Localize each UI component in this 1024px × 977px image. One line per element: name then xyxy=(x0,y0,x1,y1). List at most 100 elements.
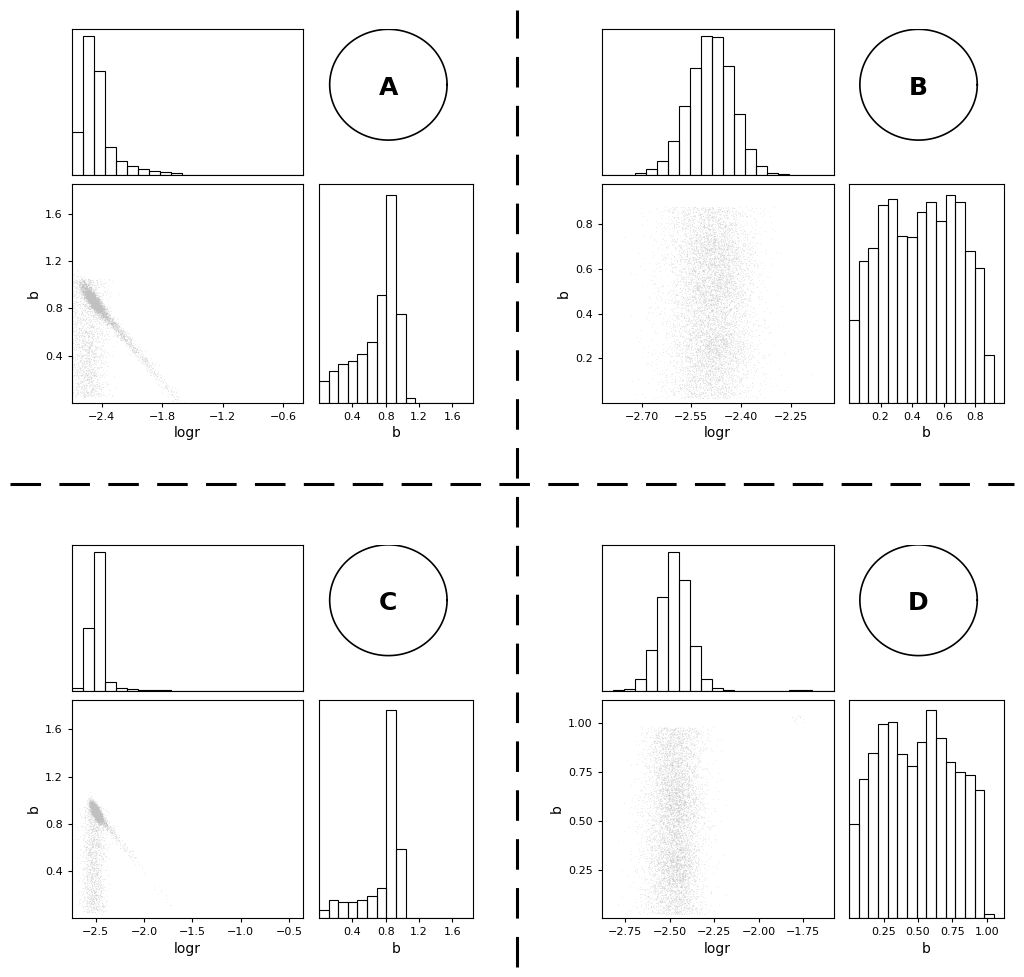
Point xyxy=(689,319,706,334)
Point xyxy=(712,265,728,280)
Point xyxy=(78,341,94,357)
Point xyxy=(74,281,90,297)
Point xyxy=(708,293,724,309)
Point xyxy=(668,810,684,826)
Point xyxy=(86,803,102,819)
Point xyxy=(662,748,678,764)
Point xyxy=(652,796,669,812)
Point xyxy=(692,794,709,810)
Point xyxy=(688,365,705,381)
Point xyxy=(85,298,101,314)
Point xyxy=(686,226,702,241)
Point xyxy=(659,238,676,254)
Point xyxy=(684,808,700,824)
Point xyxy=(91,303,108,319)
Point xyxy=(79,278,95,294)
Point xyxy=(90,805,106,821)
Point xyxy=(699,227,716,242)
Point xyxy=(76,279,92,295)
Point xyxy=(98,306,115,321)
Point xyxy=(109,320,125,336)
Point xyxy=(689,341,706,357)
Point xyxy=(720,274,736,289)
Point xyxy=(90,296,106,312)
Point xyxy=(722,325,738,341)
Point xyxy=(675,871,691,886)
Point xyxy=(689,842,706,858)
Point xyxy=(87,803,103,819)
Point xyxy=(680,240,696,256)
Point xyxy=(677,740,693,755)
Point xyxy=(676,276,692,292)
Point xyxy=(98,306,115,321)
Point xyxy=(669,853,685,869)
Point xyxy=(91,299,108,315)
Point xyxy=(725,251,741,267)
Point xyxy=(692,340,709,356)
Point xyxy=(707,339,723,355)
Point xyxy=(672,379,688,395)
Point xyxy=(81,827,97,842)
Point xyxy=(680,313,696,328)
Point xyxy=(647,838,664,854)
Point xyxy=(717,347,733,362)
Point xyxy=(694,302,711,318)
Point xyxy=(134,352,151,367)
Point xyxy=(82,283,98,299)
Point xyxy=(721,329,737,345)
Point xyxy=(85,874,101,890)
Point xyxy=(81,813,97,828)
Point xyxy=(706,310,722,325)
Point xyxy=(86,802,102,818)
Point xyxy=(83,791,99,807)
Point xyxy=(87,807,103,823)
Point xyxy=(90,807,106,823)
Point xyxy=(690,243,707,259)
Point xyxy=(83,286,99,302)
Point xyxy=(689,286,706,302)
Point xyxy=(672,726,688,742)
Point xyxy=(61,302,78,318)
Point xyxy=(85,290,101,306)
Point xyxy=(735,320,752,336)
Point xyxy=(641,739,657,754)
Point xyxy=(679,751,695,767)
Point xyxy=(723,369,739,385)
Point xyxy=(113,321,129,337)
Point xyxy=(710,292,726,308)
Point xyxy=(684,264,700,279)
Point xyxy=(91,297,108,313)
Point xyxy=(700,278,717,294)
Point xyxy=(647,770,664,786)
Point xyxy=(668,776,684,791)
Point xyxy=(87,287,103,303)
Point xyxy=(718,365,734,381)
Point xyxy=(681,288,697,304)
Point xyxy=(689,899,706,914)
Point xyxy=(694,199,711,215)
Point xyxy=(87,800,103,816)
Point xyxy=(84,794,100,810)
Point xyxy=(663,800,679,816)
Point xyxy=(166,383,182,399)
Point xyxy=(665,877,681,893)
Point xyxy=(82,290,98,306)
Point xyxy=(749,360,765,375)
Point xyxy=(688,376,705,392)
Point xyxy=(707,240,723,256)
Point xyxy=(80,334,96,350)
Point xyxy=(656,872,673,888)
Point xyxy=(80,290,96,306)
Point xyxy=(656,907,673,922)
Point xyxy=(708,251,724,267)
Point xyxy=(715,220,731,235)
Point xyxy=(694,363,711,379)
Point xyxy=(669,830,685,846)
Point xyxy=(659,866,676,881)
Point xyxy=(97,314,114,329)
Point xyxy=(707,328,723,344)
Point xyxy=(89,809,105,825)
Point xyxy=(732,328,749,344)
Point xyxy=(671,774,687,789)
Point xyxy=(87,802,103,818)
